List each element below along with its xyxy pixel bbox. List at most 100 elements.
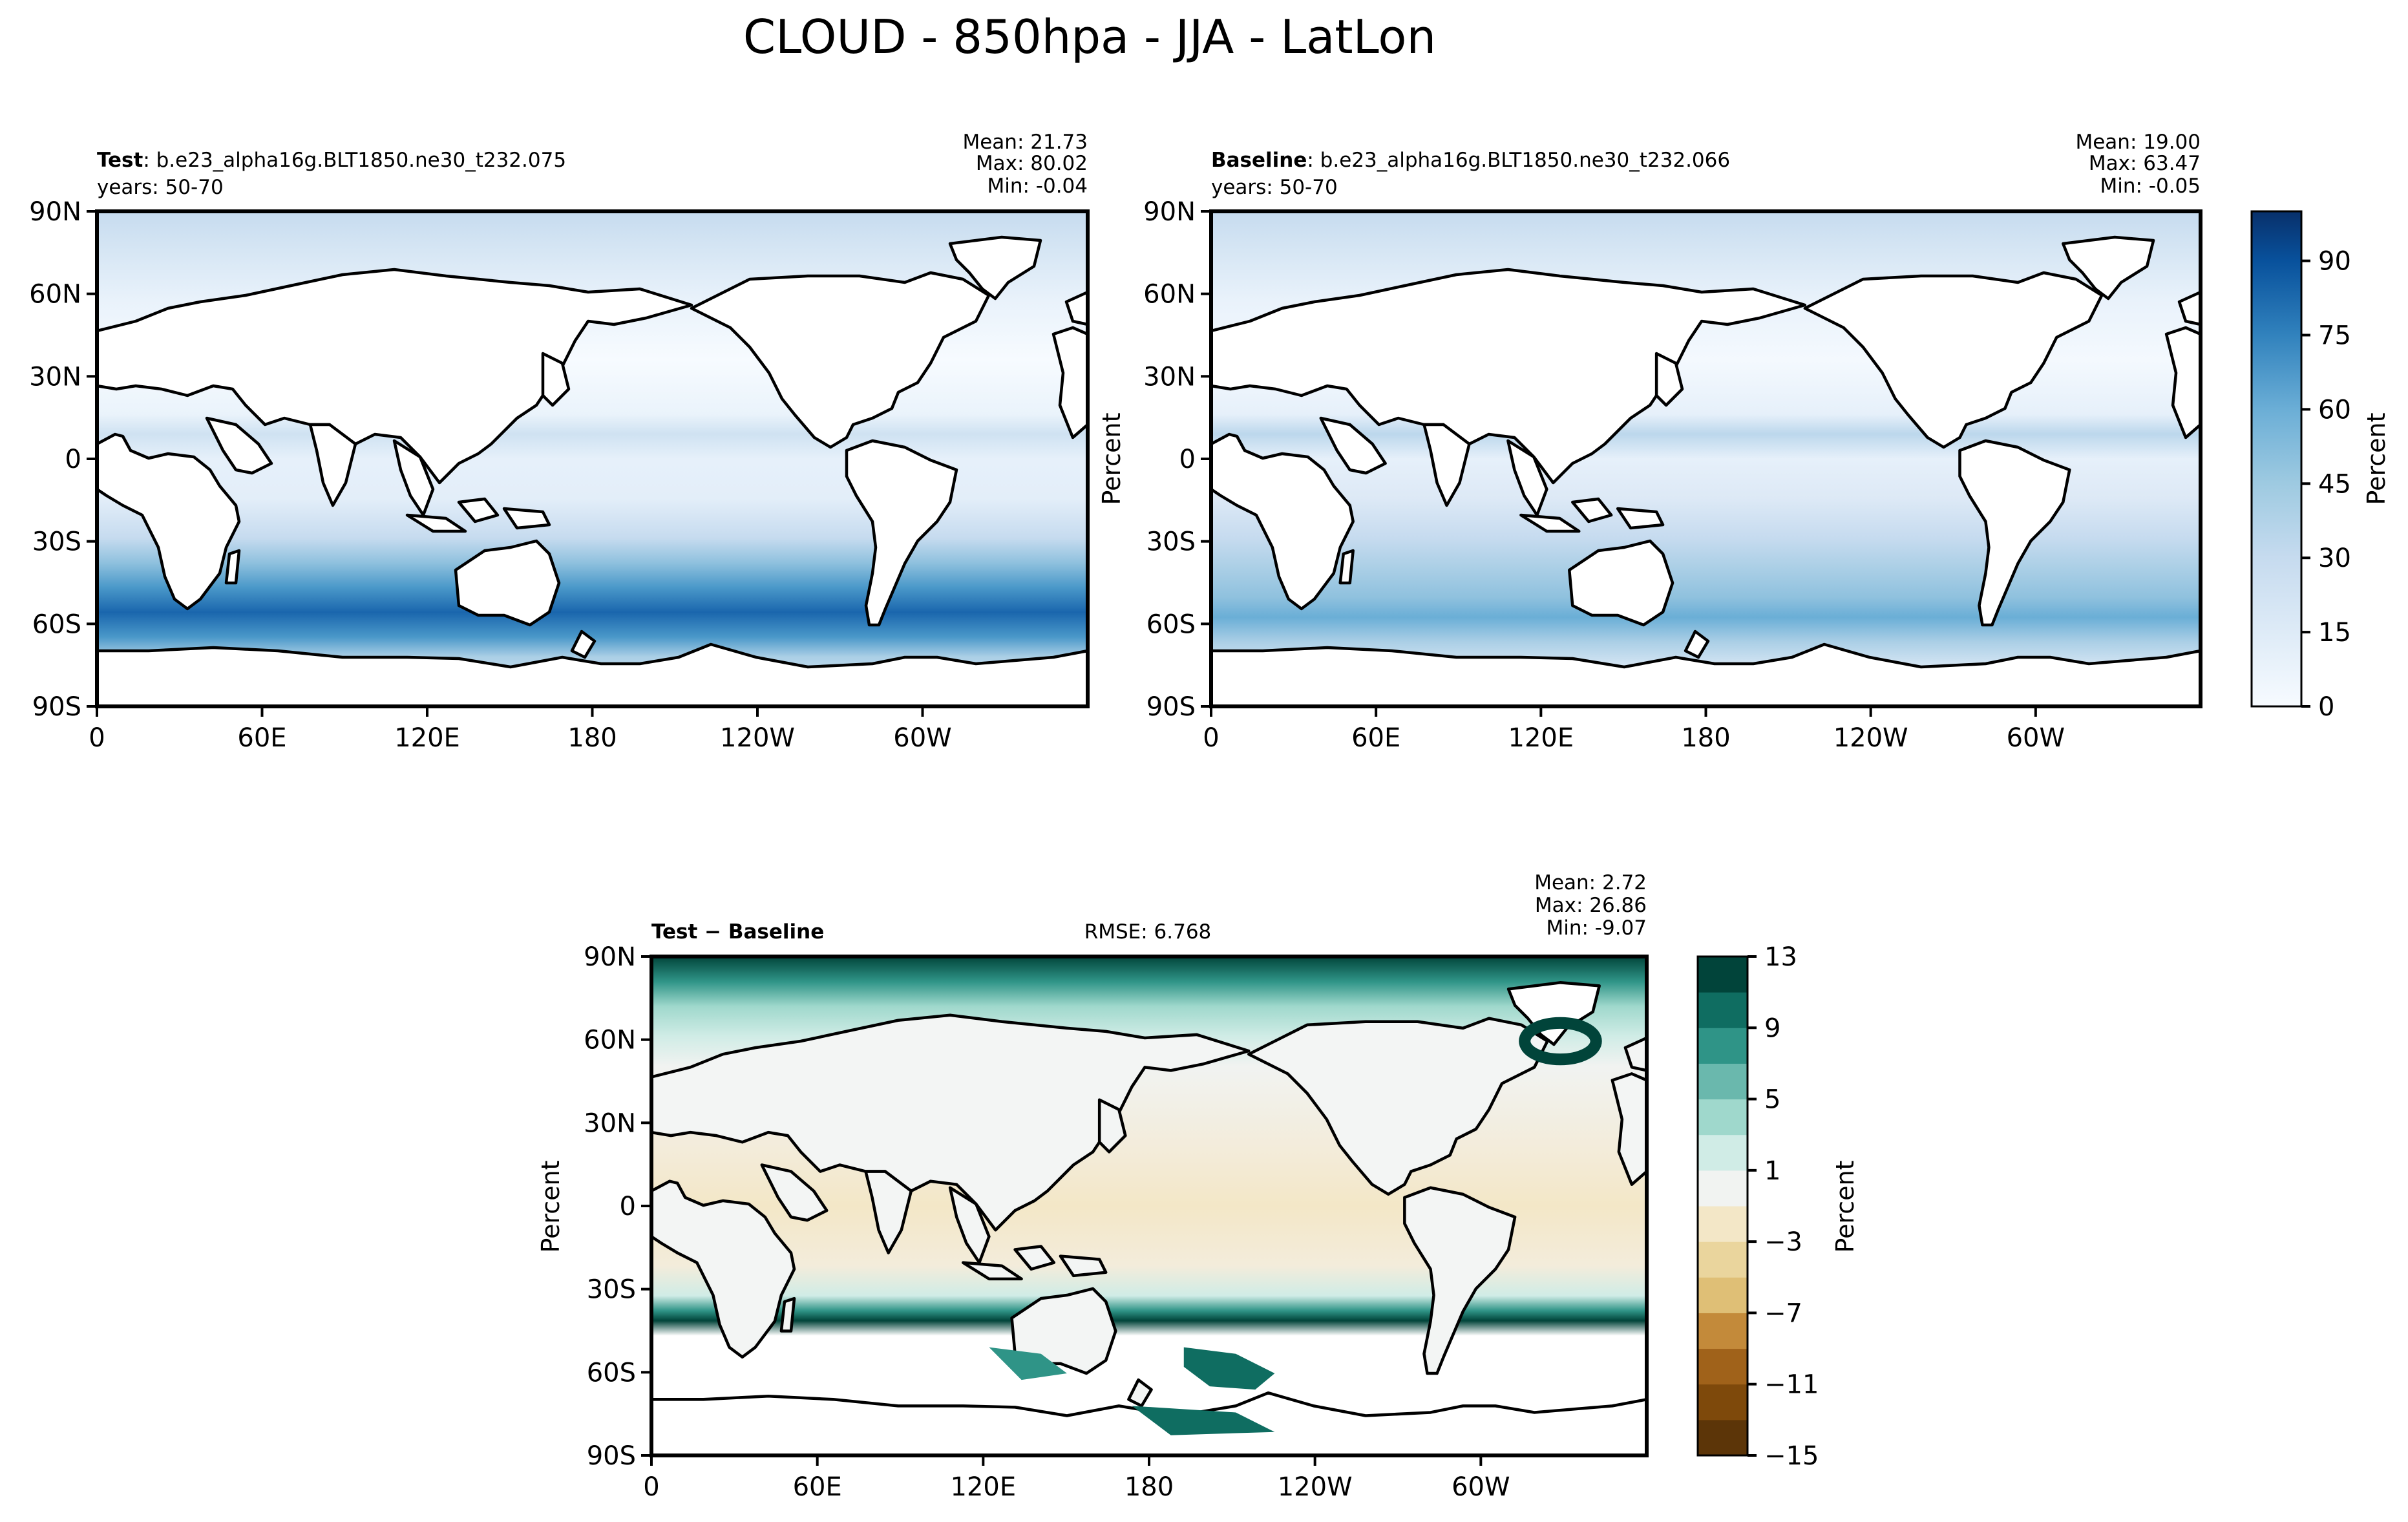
y-tick-label: 60N	[29, 280, 81, 310]
colorbar-tick-label: −11	[1764, 1370, 1819, 1400]
y-tick-label: 30S	[32, 527, 81, 557]
baseline-yticks: 90N 60N 30N 0 30S 60S 90S	[1143, 197, 1211, 722]
colorbar-tick-label: 75	[2318, 321, 2351, 351]
colorbar-band	[1698, 1099, 1748, 1136]
baseline-xticks: 0 60E 120E 180 120W 60W	[1203, 706, 2065, 753]
panel-difference: Test − Baseline RMSE: 6.768 Mean: 2.72 M…	[536, 871, 1859, 1502]
y-tick-label: 60S	[1146, 609, 1196, 639]
y-tick-label: 0	[1179, 445, 1196, 474]
y-tick-label: 60S	[587, 1358, 636, 1388]
colorbar-band	[1698, 1277, 1748, 1313]
colorbar-band	[1698, 1384, 1748, 1421]
baseline-mean: Mean: 19.00	[2075, 131, 2201, 154]
colorbar-band	[1698, 1170, 1748, 1207]
y-tick-label: 60N	[1143, 280, 1196, 310]
diff-yticks: 90N 60N 30N 0 30S 60S 90S	[584, 942, 651, 1471]
colorbar-band	[1698, 992, 1748, 1028]
colorbar-band	[1698, 957, 1748, 993]
baseline-years: years: 50-70	[1211, 176, 1338, 199]
panel-test: Test: b.e23_alpha16g.BLT1850.ne30_t232.0…	[29, 131, 1090, 753]
x-tick-label: 60W	[893, 723, 951, 753]
colorbar-tick-label: 15	[2318, 618, 2351, 648]
x-tick-label: 120W	[720, 723, 795, 753]
y-tick-label: 30N	[584, 1108, 636, 1138]
figure-title: CLOUD - 850hpa - JJA - LatLon	[743, 10, 1436, 64]
y-tick-label: 90N	[1143, 197, 1196, 227]
diff-max: Max: 26.86	[1535, 894, 1647, 917]
colorbar-band	[1698, 1419, 1748, 1456]
x-tick-label: 120W	[1278, 1472, 1353, 1502]
diff-title: Test − Baseline	[651, 920, 824, 944]
diff-xticks: 0 60E 120E 180 120W 60W	[643, 1455, 1510, 1502]
blues-colorbar-ticks: 0 15 30 45 60 75 90	[2301, 247, 2351, 722]
x-tick-label: 60W	[1452, 1472, 1510, 1502]
colorbar-tick-label: −7	[1764, 1298, 1802, 1328]
y-tick-label: 90N	[29, 197, 81, 227]
baseline-title: Baseline: b.e23_alpha16g.BLT1850.ne30_t2…	[1211, 149, 1730, 172]
colorbar-tick-label: 9	[1764, 1013, 1780, 1043]
diverge-colorbar	[1698, 957, 1748, 1456]
colorbar-band	[1698, 1206, 1748, 1242]
colorbar-band	[1698, 1028, 1748, 1064]
diff-ylabel: Percent	[536, 1161, 565, 1253]
colorbar-tick-label: 90	[2318, 247, 2351, 277]
x-tick-label: 0	[1203, 723, 1219, 753]
y-tick-label: 60N	[584, 1026, 636, 1055]
colorbar-tick-label: 0	[2318, 692, 2334, 722]
blues-colorbar	[2252, 211, 2301, 706]
baseline-max: Max: 63.47	[2089, 152, 2201, 175]
colorbar-band	[1698, 1242, 1748, 1278]
y-tick-label: 90S	[32, 692, 81, 722]
diff-rmse: RMSE: 6.768	[1084, 920, 1212, 944]
diverge-colorbar-label: Percent	[1831, 1161, 1859, 1253]
y-tick-label: 90S	[587, 1441, 636, 1471]
y-tick-label: 30S	[1146, 527, 1196, 557]
x-tick-label: 60E	[793, 1472, 842, 1502]
y-tick-label: 0	[65, 445, 81, 474]
diff-min: Min: -9.07	[1546, 916, 1647, 940]
x-tick-label: 120E	[951, 1472, 1017, 1502]
y-tick-label: 30S	[587, 1275, 636, 1305]
x-tick-label: 180	[1125, 1472, 1174, 1502]
y-tick-label: 0	[620, 1192, 636, 1221]
colorbar-tick-label: 30	[2318, 544, 2351, 573]
y-tick-label: 90S	[1146, 692, 1196, 722]
colorbar-tick-label: 1	[1764, 1156, 1780, 1186]
y-tick-label: 30N	[29, 362, 81, 392]
test-title: Test: b.e23_alpha16g.BLT1850.ne30_t232.0…	[97, 149, 566, 172]
blues-colorbar-frame	[2250, 210, 2303, 708]
x-tick-label: 180	[1681, 723, 1730, 753]
y-tick-label: 60S	[32, 609, 81, 639]
colorbar-band	[1698, 1063, 1748, 1100]
x-tick-label: 60E	[237, 723, 286, 753]
colorbar-tick-label: 5	[1764, 1085, 1780, 1115]
x-tick-label: 0	[89, 723, 105, 753]
diverge-colorbar-frame	[1696, 955, 1749, 1457]
test-years: years: 50-70	[97, 176, 224, 199]
panel-baseline: Baseline: b.e23_alpha16g.BLT1850.ne30_t2…	[1097, 131, 2391, 753]
colorbar-tick-label: 60	[2318, 395, 2351, 425]
diff-mean: Mean: 2.72	[1534, 871, 1647, 894]
colorbar-tick-label: 13	[1764, 942, 1797, 972]
colorbar-band	[1698, 1313, 1748, 1349]
x-tick-label: 180	[567, 723, 617, 753]
test-yticks: 90N 60N 30N 0 30S 60S 90S	[29, 197, 97, 722]
y-tick-label: 30N	[1143, 362, 1196, 392]
test-mean: Mean: 21.73	[962, 131, 1088, 154]
baseline-ylabel: Percent	[1097, 413, 1126, 505]
test-xticks: 0 60E 120E 180 120W 60W	[89, 706, 952, 753]
x-tick-label: 0	[643, 1472, 659, 1502]
blues-colorbar-label: Percent	[2362, 413, 2391, 505]
x-tick-label: 60E	[1351, 723, 1400, 753]
colorbar-band	[1698, 1134, 1748, 1171]
test-max: Max: 80.02	[976, 152, 1088, 175]
x-tick-label: 120E	[394, 723, 460, 753]
baseline-min: Min: -0.05	[2100, 174, 2201, 198]
x-tick-label: 120E	[1508, 723, 1574, 753]
y-tick-label: 90N	[584, 942, 636, 972]
diverge-colorbar-ticks: 13 9 5 1 −3 −7 −11 −15	[1748, 942, 1819, 1471]
colorbar-tick-label: −3	[1764, 1227, 1802, 1257]
x-tick-label: 120W	[1833, 723, 1908, 753]
colorbar-band	[1698, 1348, 1748, 1385]
